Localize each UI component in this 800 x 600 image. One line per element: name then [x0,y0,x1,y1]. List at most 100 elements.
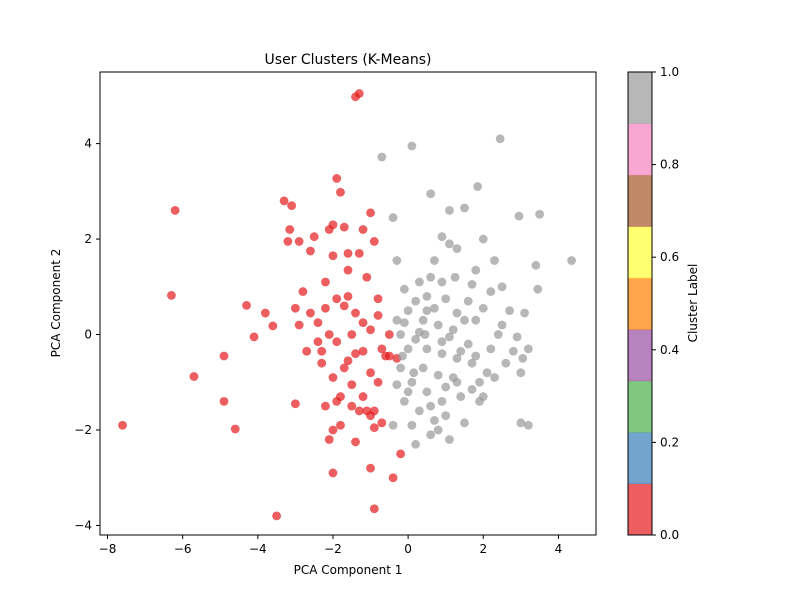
cluster-0-point [347,330,357,339]
cluster-0-point [369,423,379,433]
cluster-1-point [407,377,417,387]
cluster-1-point [422,291,432,301]
cluster-1-point [403,387,413,397]
cluster-0-point [354,248,364,258]
colorbar-tick-label: 0.4 [660,343,679,357]
cluster-1-point [450,272,460,282]
cluster-0-point [230,424,240,434]
cluster-0-point [321,303,330,313]
x-tick-label: −8 [99,542,117,556]
cluster-1-point [460,418,469,428]
cluster-1-point [426,272,436,282]
cluster-0-point [369,504,379,514]
cluster-1-point [411,296,421,306]
cluster-1-point [399,318,409,327]
colorbar-segment [628,123,652,176]
cluster-1-point [430,256,439,265]
cluster-0-point [118,420,127,430]
cluster-1-point [490,256,499,265]
cluster-1-point [497,282,507,292]
cluster-1-point [396,363,406,373]
cluster-0-point [285,225,295,234]
cluster-1-point [441,382,451,392]
cluster-1-point [441,411,451,421]
cluster-0-point [351,92,360,102]
cluster-0-point [332,174,342,183]
chart-title: User Clusters (K-Means) [265,52,432,68]
colorbar-segment [628,277,652,330]
x-tick-label: −6 [174,542,192,556]
cluster-1-point [418,315,428,325]
cluster-0-point [381,351,390,361]
cluster-0-point [377,344,387,354]
cluster-0-point [219,396,229,406]
cluster-1-point [533,284,543,294]
cluster-1-point [490,373,499,382]
plot-area-frame [99,71,597,536]
cluster-1-point [426,189,436,199]
cluster-0-point [313,318,323,327]
cluster-1-point [407,141,417,151]
y-tick-label: −4 [74,518,92,532]
cluster-0-point [272,511,282,521]
cluster-1-point [467,280,477,289]
cluster-1-point [467,358,477,368]
cluster-0-point [306,246,315,256]
cluster-0-point [268,321,278,331]
cluster-1-point [403,344,413,354]
cluster-0-point [339,222,349,232]
cluster-0-point [358,225,368,234]
cluster-0-point [377,418,387,428]
y-axis-label: PCA Component 2 [49,249,63,358]
cluster-0-point [189,372,199,381]
cluster-0-point [362,272,372,282]
cluster-1-point [396,330,406,339]
cluster-1-point [460,315,469,325]
cluster-1-point [478,392,488,401]
cluster-1-point [420,330,430,339]
cluster-0-point [366,208,375,218]
cluster-1-point [399,284,409,294]
colorbar-label: Cluster Label [686,264,700,343]
cluster-1-point [456,346,466,356]
cluster-1-point [497,320,507,330]
colorbar-frame [627,71,653,536]
cluster-1-point [473,182,483,191]
colorbar-tick-label: 0.8 [660,158,679,172]
cluster-1-point [482,368,492,378]
cluster-0-point [242,301,251,310]
cluster-1-point [422,387,432,397]
cluster-0-point [219,351,229,361]
colorbar-segment [628,72,652,124]
cluster-1-point [411,334,421,344]
y-tick-label: 2 [84,232,92,246]
cluster-0-point [332,337,342,347]
cluster-1-point [399,396,409,406]
cluster-0-point [302,346,312,356]
cluster-0-point [290,399,300,409]
x-axis-label: PCA Component 1 [294,563,403,577]
cluster-1-point [475,377,484,387]
cluster-1-point [388,420,398,430]
plot-points [118,89,576,521]
colorbar-segment [628,483,652,536]
cluster-0-point [343,291,353,301]
colorbar-tick-label: 1.0 [660,65,679,79]
cluster-0-point [321,401,330,411]
cluster-0-point [373,311,383,320]
colorbar-segment [628,226,652,279]
cluster-1-point [448,373,458,382]
cluster-0-point [358,346,368,356]
cluster-1-point [520,308,530,318]
cluster-1-point [430,303,439,313]
cluster-0-point [369,406,379,416]
cluster-1-point [437,337,447,347]
cluster-0-point [366,463,375,473]
cluster-1-point [377,152,387,162]
cluster-1-point [433,320,443,330]
cluster-0-point [336,187,345,197]
x-tick-label: −4 [249,542,267,556]
cluster-1-point [512,332,522,342]
cluster-0-point [294,237,304,246]
cluster-1-point [392,315,402,325]
